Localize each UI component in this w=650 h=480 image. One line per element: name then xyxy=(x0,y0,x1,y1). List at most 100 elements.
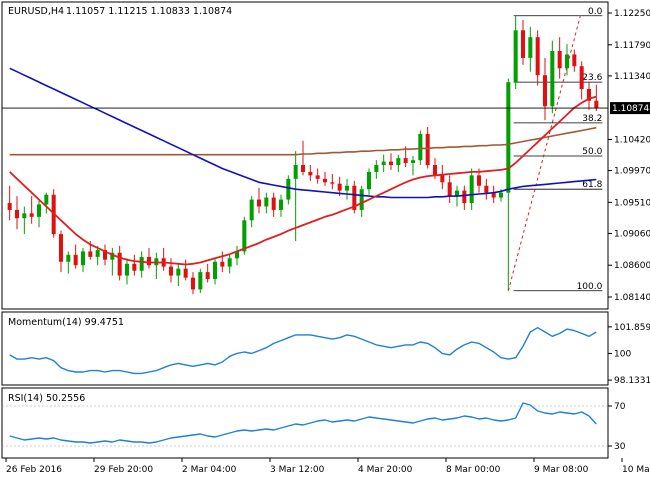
time-tick-label: 3 Mar 12:00 xyxy=(270,465,325,475)
time-tick-label: 29 Feb 20:00 xyxy=(94,465,153,475)
candle-body xyxy=(278,199,284,210)
candle xyxy=(396,154,401,172)
candle-body xyxy=(330,182,335,184)
candle-body xyxy=(22,213,27,219)
candle xyxy=(124,258,130,285)
candle xyxy=(462,185,467,210)
candle xyxy=(308,165,313,181)
candle xyxy=(117,245,122,281)
candle-body xyxy=(564,54,570,69)
candle xyxy=(447,175,452,204)
candle-body xyxy=(271,197,276,210)
momentum-series xyxy=(9,327,597,375)
fib-level-label: 38.2 xyxy=(582,114,602,124)
fib-level-label: 23.6 xyxy=(582,73,602,83)
time-tick-label: 2 Mar 04:00 xyxy=(182,465,237,475)
candle xyxy=(264,192,269,214)
candle-body xyxy=(73,254,78,266)
candle xyxy=(234,245,240,266)
candle xyxy=(29,196,34,224)
candle xyxy=(491,185,496,204)
rsi-tick-label: 70 xyxy=(614,402,626,412)
candle xyxy=(513,15,518,90)
candle xyxy=(469,168,474,210)
candle-body xyxy=(535,37,540,76)
candle xyxy=(586,82,592,110)
candle-body xyxy=(513,30,518,83)
candle xyxy=(388,153,394,170)
candle-body xyxy=(491,192,496,198)
rsi-axis: 70 30 xyxy=(2,402,626,452)
candle-body xyxy=(418,133,423,161)
time-tick-label: 26 Feb 2016 xyxy=(6,465,62,475)
candle-body xyxy=(176,268,181,276)
candle xyxy=(212,258,218,285)
candle-body xyxy=(542,75,548,107)
price-axis: 1.12250 1.11790 1.11340 1.10420 1.09970 1.095… xyxy=(608,9,650,303)
candle-body xyxy=(410,160,416,163)
time-tick-label: 10 Mar 16:00 xyxy=(622,465,650,475)
price-tick-label: 1.11340 xyxy=(614,72,650,82)
candle xyxy=(198,268,203,293)
candle-body xyxy=(469,175,474,204)
candle xyxy=(249,196,254,228)
candle-body xyxy=(124,263,130,276)
candle xyxy=(594,84,599,112)
candle-body xyxy=(359,189,364,210)
candle-body xyxy=(381,161,386,166)
momentum-tick-label: 100 xyxy=(614,349,631,359)
candle-body xyxy=(403,158,408,163)
candle-body xyxy=(198,272,203,290)
fib-level-label: 0.0 xyxy=(588,7,603,17)
fib-level-label: 100.0 xyxy=(577,282,603,292)
price-pane-frame xyxy=(1,1,609,310)
candle xyxy=(95,245,100,266)
candle-body xyxy=(462,190,467,204)
candle-body xyxy=(95,250,100,257)
candle-body xyxy=(286,178,291,200)
chart-title-symbol: EURUSD,H4 xyxy=(8,6,64,17)
candle xyxy=(256,187,262,214)
candle-body xyxy=(80,251,86,266)
candle-body xyxy=(293,165,298,179)
candle-body xyxy=(88,251,93,257)
candle-body xyxy=(44,194,49,205)
candle-body xyxy=(36,204,42,217)
candle xyxy=(44,192,49,214)
candle xyxy=(183,259,188,281)
candle-body xyxy=(212,261,218,280)
candle-body xyxy=(594,100,599,109)
candle xyxy=(66,251,71,274)
candle xyxy=(359,185,364,217)
candle-body xyxy=(484,185,489,193)
candle xyxy=(315,168,320,184)
candle xyxy=(440,165,445,190)
candle-body xyxy=(528,37,533,58)
momentum-tick-label: 98.1331 xyxy=(614,376,650,386)
candle-body xyxy=(352,185,357,210)
candle-body xyxy=(234,251,240,259)
candle-body xyxy=(337,183,342,191)
time-tick-label: 4 Mar 20:00 xyxy=(358,465,413,475)
moving-averages xyxy=(9,67,597,266)
rsi-pane-frame xyxy=(1,387,609,459)
candle xyxy=(374,160,379,179)
candle xyxy=(220,251,225,273)
time-axis: 26 Feb 2016 29 Feb 20:00 2 Mar 04:00 3 Mar … xyxy=(5,458,650,475)
candle xyxy=(190,272,196,295)
candle-body xyxy=(242,220,247,252)
sma-blue-line xyxy=(9,67,597,199)
current-price-box xyxy=(610,102,650,115)
candle-body xyxy=(550,51,555,107)
candle xyxy=(506,78,511,291)
candle xyxy=(484,178,489,200)
candle-body xyxy=(344,185,350,191)
time-tick-label: 9 Mar 08:00 xyxy=(534,465,589,475)
candle xyxy=(146,247,152,269)
candle xyxy=(550,40,555,114)
candle xyxy=(139,251,144,278)
